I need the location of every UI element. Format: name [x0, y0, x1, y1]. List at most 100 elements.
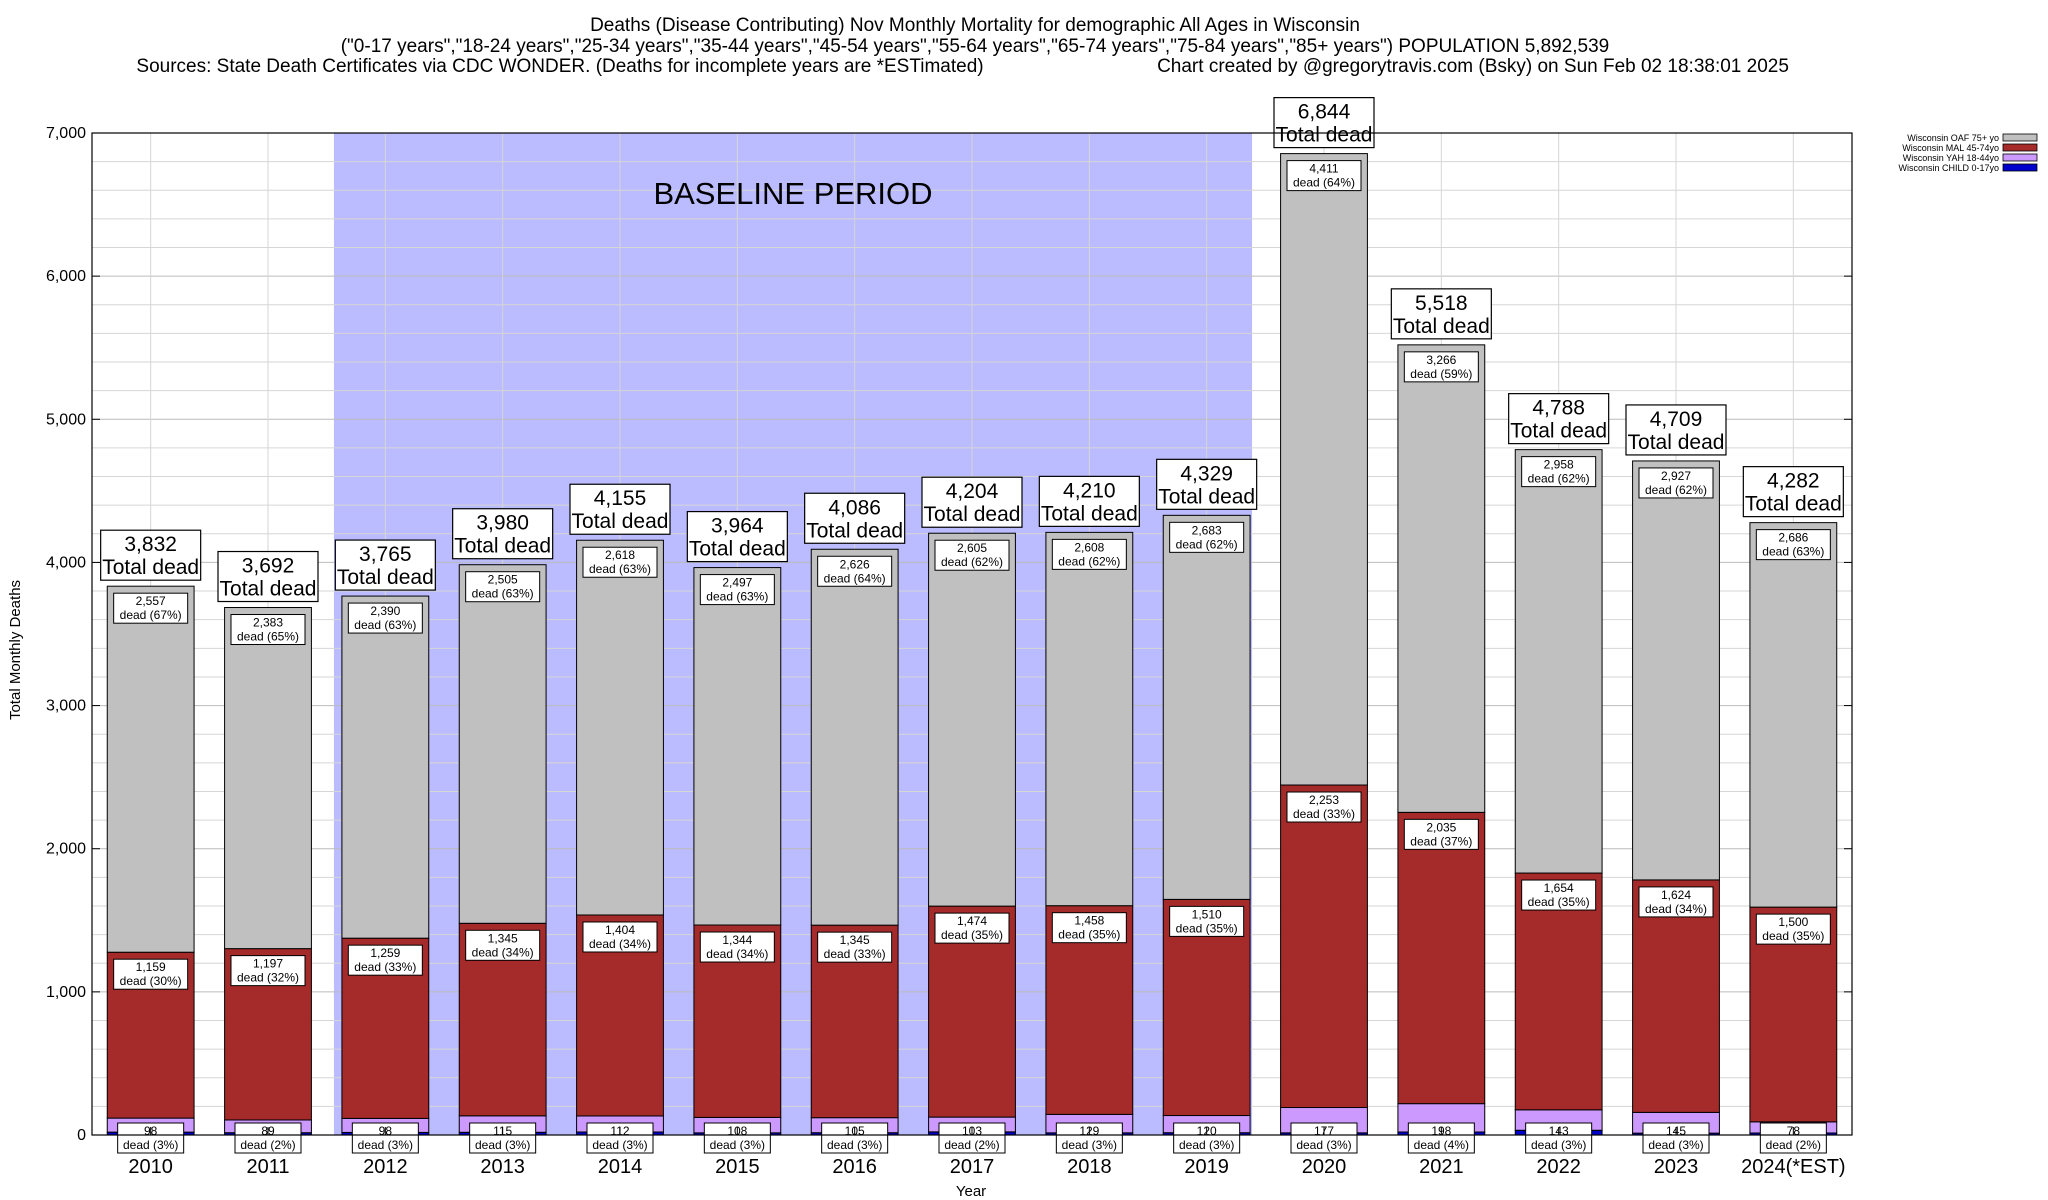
segment-pct-label: dead (33%)	[1293, 807, 1355, 821]
segment-value-label: 3,266	[1426, 353, 1456, 367]
segment-pct-label: dead (3%)	[1296, 1138, 1351, 1152]
x-tick-label: 2018	[1067, 1156, 1112, 1178]
segment-pct-label: dead (34%)	[472, 945, 534, 959]
x-tick-label: 2016	[832, 1156, 877, 1178]
total-value-label: 4,155	[594, 487, 647, 510]
segment-pct-label: dead (64%)	[824, 571, 886, 585]
segment-pct-label: dead (33%)	[354, 960, 416, 974]
segment-pct-label: dead (35%)	[1762, 929, 1824, 943]
segment-pct-label: dead (35%)	[1528, 895, 1590, 909]
total-label-box	[921, 476, 1023, 528]
total-value-label: 4,709	[1650, 408, 1703, 431]
bar-segment-oaf	[224, 607, 312, 950]
segment-value-label: 2,618	[605, 548, 635, 562]
total-label-box	[1038, 475, 1140, 527]
segment-label-box	[1286, 791, 1362, 823]
x-tick-label: 2017	[950, 1156, 995, 1178]
total-value-label: 4,788	[1532, 397, 1585, 420]
segment-value-label: 1,259	[370, 946, 400, 960]
segment-value-label: 1,159	[136, 960, 166, 974]
y-axis-label: Total Monthly Deaths	[7, 580, 24, 720]
segment-value-label: 1,654	[1544, 881, 1574, 895]
segment-pct-label: dead (63%)	[472, 587, 534, 601]
total-value-label: 4,282	[1767, 470, 1820, 493]
segment-value-label: 2,505	[488, 573, 518, 587]
legend-swatch	[2002, 153, 2038, 162]
baseline-label: BASELINE PERIOD	[653, 176, 932, 211]
segment-label-box	[1755, 529, 1831, 561]
segment-value-label: 2,608	[1074, 540, 1104, 554]
y-tick-label: 0	[77, 1127, 86, 1144]
segment-pct-label: dead (4%)	[1414, 1138, 1469, 1152]
total-suffix-label: Total dead	[1158, 485, 1255, 508]
legend-swatch	[2002, 143, 2038, 152]
x-tick-label: 2015	[715, 1156, 760, 1178]
segment-pct-label: dead (62%)	[1058, 554, 1120, 568]
total-label-box	[1156, 458, 1258, 510]
segment-pct-label: dead (3%)	[710, 1138, 765, 1152]
segment-label-box	[817, 931, 893, 963]
x-tick-label: 2014	[598, 1156, 643, 1178]
segment-pct-label: dead (62%)	[1645, 483, 1707, 497]
y-tick-label: 6,000	[46, 268, 86, 285]
total-suffix-label: Total dead	[1510, 420, 1607, 443]
total-label-box	[1508, 393, 1610, 445]
bar-segment-oaf	[1632, 460, 1720, 881]
bar-segment-oaf	[1514, 449, 1603, 874]
segment-value-label: 1,197	[253, 957, 283, 971]
x-tick-label: 2011	[246, 1156, 289, 1178]
total-label-box	[334, 539, 436, 591]
segment-value-label: 1,404	[605, 923, 635, 937]
total-suffix-label: Total dead	[1628, 431, 1725, 454]
segment-value-label: 2,686	[1778, 531, 1808, 545]
segment-label-box	[347, 602, 423, 634]
legend-label: Wisconsin OAF 75+ yo	[1907, 133, 1999, 143]
bar-segment-oaf	[1397, 344, 1486, 813]
total-value-label: 4,210	[1063, 479, 1116, 502]
segment-pct-label: dead (3%)	[475, 1138, 530, 1152]
segment-value-label: 2,626	[840, 557, 870, 571]
total-value-label: 3,964	[711, 515, 764, 538]
segment-label-box	[699, 574, 775, 606]
segment-value-label: 1,500	[1778, 915, 1808, 929]
segment-pct-label: dead (30%)	[120, 974, 182, 988]
segment-label-box	[1755, 913, 1831, 945]
segment-value-label: 2,958	[1544, 458, 1574, 472]
segment-label-box	[1169, 521, 1245, 553]
legend-swatch	[2002, 133, 2038, 142]
total-label-box	[804, 492, 906, 544]
segment-label-box	[230, 614, 306, 646]
y-tick-label: 1,000	[46, 984, 86, 1001]
total-label-box	[1390, 288, 1492, 340]
segment-pct-label: dead (65%)	[237, 630, 299, 644]
y-tick-label: 4,000	[46, 554, 86, 571]
segment-label-box	[934, 912, 1010, 944]
legend-label: Wisconsin YAH 18-44yo	[1903, 153, 1999, 163]
x-tick-label: 2023	[1654, 1156, 1699, 1178]
x-tick-label: 2020	[1302, 1156, 1347, 1178]
segment-pct-label: dead (3%)	[1531, 1138, 1586, 1152]
total-suffix-label: Total dead	[1276, 124, 1373, 147]
segment-label-box	[1169, 905, 1245, 937]
bar-segment-oaf	[1280, 153, 1368, 786]
bar-segment-oaf	[106, 585, 195, 953]
y-tick-label: 2,000	[46, 841, 86, 858]
segment-pct-label: dead (32%)	[237, 971, 299, 985]
segment-pct-label: dead (34%)	[589, 937, 651, 951]
total-value-label: 5,518	[1415, 292, 1468, 315]
legend-label: Wisconsin CHILD 0-17yo	[1898, 163, 1999, 173]
bar-segment-oaf	[1749, 522, 1838, 908]
legend-label: Wisconsin MAL 45-74yo	[1902, 143, 1999, 153]
segment-label-box	[1286, 160, 1362, 192]
x-tick-label: 2024(*EST)	[1741, 1156, 1846, 1178]
total-label-box	[569, 483, 671, 535]
segment-pct-label: dead (3%)	[123, 1138, 178, 1152]
chart-title: Deaths (Disease Contributing) Nov Monthl…	[590, 15, 1360, 36]
segment-pct-label: dead (35%)	[941, 928, 1003, 942]
total-label-box	[1625, 404, 1727, 456]
segment-label-box	[465, 929, 541, 961]
bar-segment-mal	[1397, 811, 1486, 1105]
segment-label-box	[817, 555, 893, 587]
plot-border	[91, 132, 1853, 1136]
segment-value-label: 4,411	[1309, 162, 1338, 176]
